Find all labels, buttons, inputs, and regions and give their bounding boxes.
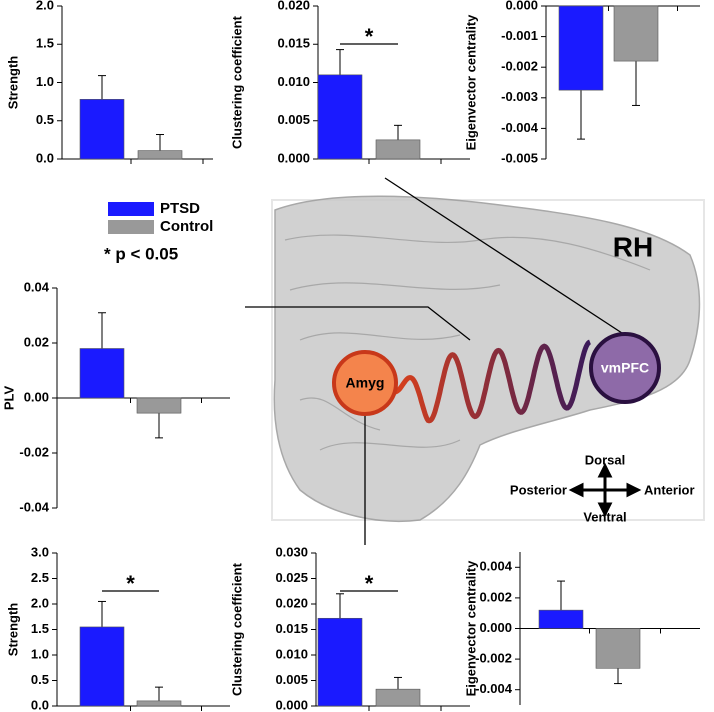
legend-swatch bbox=[108, 202, 154, 216]
y-tick-label: 1.5 bbox=[31, 621, 49, 636]
y-tick-label: 0.030 bbox=[275, 544, 308, 559]
bar-chart: 0.000 -0.001 -0.002 -0.003 -0.004 -0.005 Eigen… bbox=[463, 0, 700, 165]
y-tick-label: 0.002 bbox=[479, 589, 512, 604]
bar bbox=[79, 99, 125, 160]
y-tick-label: 0.020 bbox=[277, 0, 310, 12]
brain-diagram: Amyg vmPFC RH Dorsal Ventral Posterior A… bbox=[245, 177, 705, 545]
y-tick-label: 1.0 bbox=[31, 646, 49, 661]
y-axis-label: Eigenvector centrality bbox=[463, 14, 478, 151]
y-tick-label: 0.0 bbox=[36, 150, 54, 165]
legend-label: PTSD bbox=[160, 200, 200, 217]
y-tick-label: 2.5 bbox=[31, 570, 49, 585]
y-axis-label: Strength bbox=[5, 56, 20, 110]
y-tick-label: -0.004 bbox=[475, 681, 513, 696]
bar bbox=[317, 74, 363, 160]
y-tick-label: 0.04 bbox=[24, 279, 50, 294]
direction-label: Dorsal bbox=[585, 452, 625, 467]
bar-chart: 0.04 0.02 0.00 -0.02 -0.04 PLV bbox=[1, 279, 230, 514]
y-tick-label: 0.015 bbox=[275, 621, 308, 636]
bar bbox=[79, 348, 125, 399]
y-tick-label: -0.004 bbox=[501, 120, 539, 135]
y-tick-label: -0.002 bbox=[475, 651, 512, 666]
y-tick-label: 0.000 bbox=[479, 620, 512, 635]
hemisphere-label: RH bbox=[613, 231, 653, 262]
bar bbox=[317, 617, 363, 707]
bar bbox=[613, 5, 659, 62]
y-axis-label: PLV bbox=[1, 386, 16, 411]
bar bbox=[375, 139, 421, 160]
y-tick-label: -0.02 bbox=[19, 444, 49, 459]
y-tick-label: 0.010 bbox=[275, 646, 308, 661]
direction-label: Ventral bbox=[583, 509, 626, 524]
y-tick-label: 0.010 bbox=[277, 74, 310, 89]
y-tick-label: 0.005 bbox=[275, 672, 308, 687]
y-tick-label: 0.5 bbox=[36, 112, 54, 127]
y-tick-label: 3.0 bbox=[31, 544, 49, 559]
y-tick-label: 2.0 bbox=[36, 0, 54, 12]
y-tick-label: -0.001 bbox=[501, 28, 538, 43]
y-tick-label: 0.02 bbox=[24, 334, 49, 349]
y-tick-label: 0.000 bbox=[275, 697, 308, 712]
legend-swatch bbox=[108, 220, 154, 234]
bar bbox=[375, 688, 421, 707]
region-label: vmPFC bbox=[601, 360, 649, 376]
bar-chart: 0.0 0.5 1.0 1.5 2.0 2.5 3.0 Strength * bbox=[5, 544, 230, 712]
y-tick-label: -0.003 bbox=[501, 89, 538, 104]
bar bbox=[595, 628, 641, 669]
y-tick-label: -0.002 bbox=[501, 59, 538, 74]
legend: PTSD Control * p < 0.05 bbox=[104, 200, 213, 264]
significance-note: * p < 0.05 bbox=[104, 244, 178, 263]
y-axis-label: Clustering coefficient bbox=[229, 562, 244, 696]
bar bbox=[79, 626, 125, 707]
bar bbox=[136, 397, 182, 414]
direction-label: Posterior bbox=[510, 482, 567, 497]
bar bbox=[137, 150, 183, 160]
bar-chart: 0.000 0.005 0.010 0.015 0.020 Clustering coef… bbox=[229, 0, 470, 165]
y-tick-label: -0.005 bbox=[501, 150, 538, 165]
region-label: Amyg bbox=[346, 375, 385, 391]
y-tick-label: 0.004 bbox=[479, 559, 512, 574]
y-axis-label: Clustering coefficient bbox=[229, 15, 244, 149]
y-tick-label: 0.005 bbox=[277, 112, 310, 127]
y-tick-label: 0.025 bbox=[275, 570, 308, 585]
y-axis-label: Eigenvector centrality bbox=[463, 560, 478, 697]
significance-star: * bbox=[365, 24, 374, 49]
y-tick-label: 0.020 bbox=[275, 595, 308, 610]
significance-star: * bbox=[365, 571, 374, 596]
bar-chart: 0.000 0.005 0.010 0.015 0.020 0.025 0.030 Clust… bbox=[229, 544, 470, 712]
y-axis-label: Strength bbox=[5, 603, 20, 657]
bar bbox=[136, 700, 182, 707]
y-tick-label: 1.5 bbox=[36, 36, 54, 51]
y-tick-label: 0.015 bbox=[277, 36, 310, 51]
y-tick-label: 0.0 bbox=[31, 697, 49, 712]
bar bbox=[538, 609, 584, 629]
y-tick-label: 0.000 bbox=[277, 150, 310, 165]
direction-label: Anterior bbox=[644, 482, 695, 497]
y-tick-label: 0.5 bbox=[31, 672, 49, 687]
y-tick-label: 1.0 bbox=[36, 74, 54, 89]
y-tick-label: -0.04 bbox=[19, 499, 49, 514]
bar-chart: 0.0 0.5 1.0 1.5 2.0 Strength bbox=[5, 0, 213, 165]
significance-star: * bbox=[126, 571, 135, 596]
bar bbox=[558, 5, 604, 91]
legend-label: Control bbox=[160, 218, 213, 235]
y-tick-label: 2.0 bbox=[31, 595, 49, 610]
y-tick-label: 0.00 bbox=[24, 389, 49, 404]
y-tick-label: 0.000 bbox=[505, 0, 538, 12]
